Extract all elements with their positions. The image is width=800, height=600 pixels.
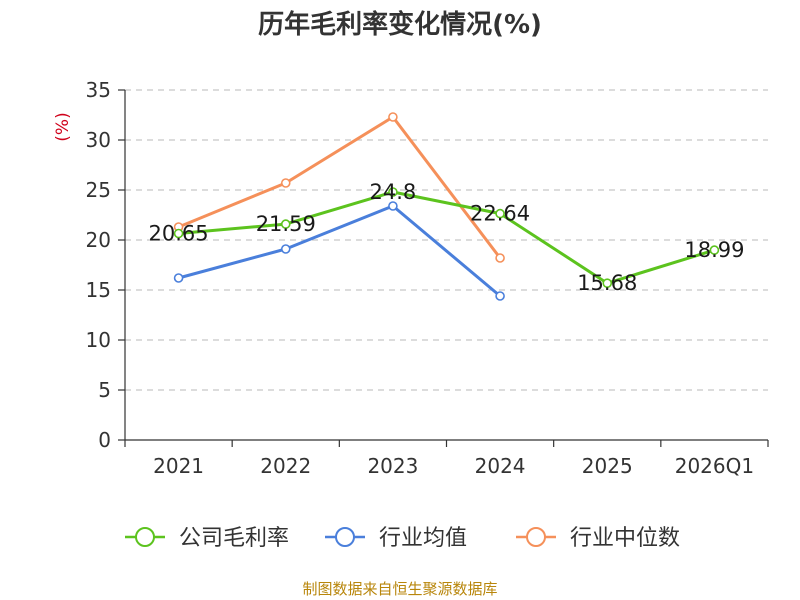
data-label-2022: 21.59 [256,212,316,236]
data-point-行业均值-2024[interactable] [495,291,505,301]
x-tick-label-2021: 2021 [153,454,204,478]
x-tick-label-2025: 2025 [582,454,633,478]
y-tick-label-30: 30 [86,128,111,152]
series-group: 20.65 21.59 24.8 22.64 15.68 18.99 [149,112,745,301]
y-axis-unit: (%) [53,112,73,141]
series-公司毛利率: 20.65 21.59 24.8 22.64 15.68 18.99 [149,180,745,295]
data-point-行业均值-2022[interactable] [280,244,291,254]
legend-item-行业中位数[interactable]: 行业中位数 [516,526,680,551]
series-行业中位数 [173,112,505,263]
data-point-公司毛利率-2022[interactable] [280,219,291,229]
legend-label-公司毛利率: 公司毛利率 [179,526,289,551]
data-point-公司毛利率-2021[interactable] [173,228,184,239]
legend-marker-行业中位数 [526,527,546,547]
data-label-2021: 20.65 [149,222,209,246]
data-label-2024: 22.64 [470,202,530,226]
data-point-公司毛利率-2024[interactable] [495,208,505,219]
data-point-行业中位数-2024[interactable] [495,253,505,263]
series-line-公司毛利率 [178,190,715,285]
data-label-2026Q1: 18.99 [684,238,744,262]
data-point-公司毛利率-2023[interactable] [388,187,398,197]
y-tick-label-10: 10 [86,328,111,352]
y-tick-label-15: 15 [86,278,111,302]
y-tick-label-20: 20 [86,228,111,252]
source-note: 制图数据来自恒生聚源数据库 [302,580,497,598]
gridlines [125,89,768,391]
y-tick-label-0: 0 [98,428,111,452]
legend-item-行业均值[interactable]: 行业均值 [325,526,467,551]
series-line-行业中位数 [178,115,502,259]
y-tick-label-35: 35 [86,78,111,102]
series-line-行业均值 [178,204,502,298]
x-tick-label-2022: 2022 [260,454,311,478]
data-point-行业均值-2023[interactable] [388,201,398,211]
legend-label-行业中位数: 行业中位数 [570,526,680,551]
legend-label-行业均值: 行业均值 [379,526,467,551]
y-tick-label-25: 25 [86,178,111,202]
legend-marker-公司毛利率 [135,527,155,547]
y-tick-label-5: 5 [98,378,111,402]
legend-item-公司毛利率[interactable]: 公司毛利率 [125,526,289,551]
data-point-公司毛利率-2025[interactable] [602,278,613,289]
x-tick-label-2026Q1: 2026Q1 [675,454,754,478]
x-tick-label-2023: 2023 [367,454,418,478]
data-point-行业均值-2021[interactable] [173,273,184,283]
x-tick-label-2024: 2024 [475,454,526,478]
data-point-公司毛利率-2026Q1[interactable] [709,245,720,255]
legend[interactable]: 公司毛利率 行业均值 行业中位数 [125,526,680,551]
data-point-行业中位数-2023[interactable] [388,112,398,122]
chart-title: 历年毛利率变化情况(%) [258,9,542,40]
data-label-2025: 15.68 [577,271,637,295]
data-point-行业中位数-2022[interactable] [280,178,291,188]
legend-marker-行业均值 [335,527,355,547]
series-行业均值 [173,201,505,301]
data-label-2023: 24.8 [370,180,417,204]
